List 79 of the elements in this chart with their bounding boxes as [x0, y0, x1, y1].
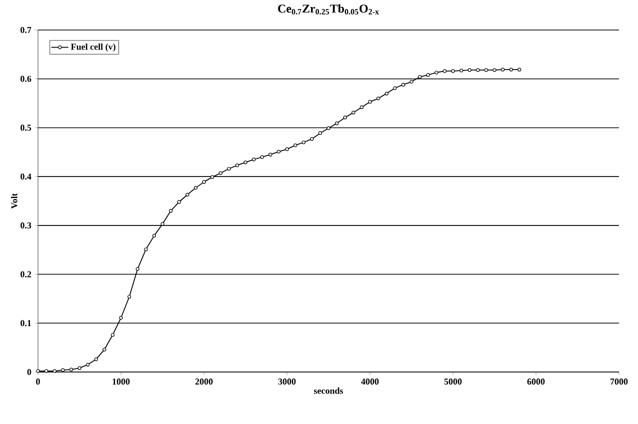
x-axis-title: seconds	[314, 387, 344, 394]
point	[276, 150, 280, 154]
point	[268, 152, 272, 156]
point	[285, 147, 289, 152]
point	[459, 68, 464, 72]
point	[44, 369, 48, 373]
y-tick-label: 0.2	[20, 271, 32, 278]
point	[518, 68, 522, 72]
point	[244, 160, 248, 164]
y-tick-label: 0.1	[20, 320, 31, 326]
point	[442, 69, 446, 73]
point	[401, 82, 405, 87]
point	[360, 105, 364, 109]
point	[368, 100, 372, 104]
point	[260, 155, 264, 159]
point	[144, 248, 148, 252]
point	[169, 208, 173, 213]
point	[484, 68, 488, 72]
y-tick-label: 0	[27, 368, 32, 376]
point	[102, 348, 106, 352]
point	[343, 116, 347, 120]
x-tick-label: 2000	[195, 378, 213, 385]
point	[194, 186, 198, 190]
point	[128, 294, 132, 299]
chart-title: Ce$_{0.7}$Zr$_{0.25}$Tb$_{0.05}$O$_{2-x}$	[278, 4, 379, 14]
point	[52, 369, 56, 373]
point	[227, 166, 231, 171]
point	[500, 68, 505, 72]
point	[110, 333, 114, 337]
point	[160, 222, 164, 226]
point	[302, 140, 306, 144]
point	[326, 126, 330, 130]
point	[69, 368, 73, 372]
x-tick-label: 6000	[527, 378, 545, 385]
point	[426, 73, 430, 77]
x-tick-label: 1000	[112, 378, 130, 385]
y-axis-title: Volt	[10, 193, 18, 209]
point	[94, 358, 98, 362]
point	[186, 192, 190, 196]
point	[352, 110, 356, 114]
point	[294, 144, 298, 148]
point	[335, 122, 339, 126]
x-tick-label: 7000	[610, 378, 628, 385]
x-tick-label: 0	[36, 378, 40, 385]
point	[218, 171, 222, 175]
point	[235, 164, 239, 168]
point	[78, 366, 82, 370]
point	[476, 68, 480, 72]
point	[434, 70, 438, 74]
y-tick-label: 0.5	[20, 124, 32, 131]
x-tick-label: 5000	[444, 378, 462, 385]
point	[310, 137, 314, 141]
point	[86, 362, 90, 366]
point	[468, 68, 472, 72]
point	[252, 158, 256, 162]
x-tick-label: 3000	[278, 378, 296, 385]
legend-label: Fuel cell (v)	[70, 43, 116, 52]
point	[318, 131, 322, 135]
point	[202, 180, 206, 184]
point	[509, 68, 513, 72]
point	[451, 69, 455, 73]
point	[177, 200, 181, 204]
point	[393, 86, 397, 90]
y-tick-label: 0.7	[20, 26, 32, 34]
point	[410, 80, 414, 84]
y-tick-label: 0.4	[20, 174, 32, 180]
point	[61, 368, 65, 372]
point	[384, 92, 388, 96]
y-tick-label: 0.3	[20, 222, 32, 228]
point	[492, 68, 496, 72]
point	[376, 96, 380, 100]
y-tick-label: 0.6	[20, 76, 32, 82]
x-tick-label: 4000	[361, 378, 379, 385]
point	[210, 175, 214, 179]
point	[36, 369, 40, 373]
point	[136, 267, 140, 271]
point	[119, 316, 123, 320]
point	[418, 75, 422, 79]
point	[152, 234, 156, 238]
